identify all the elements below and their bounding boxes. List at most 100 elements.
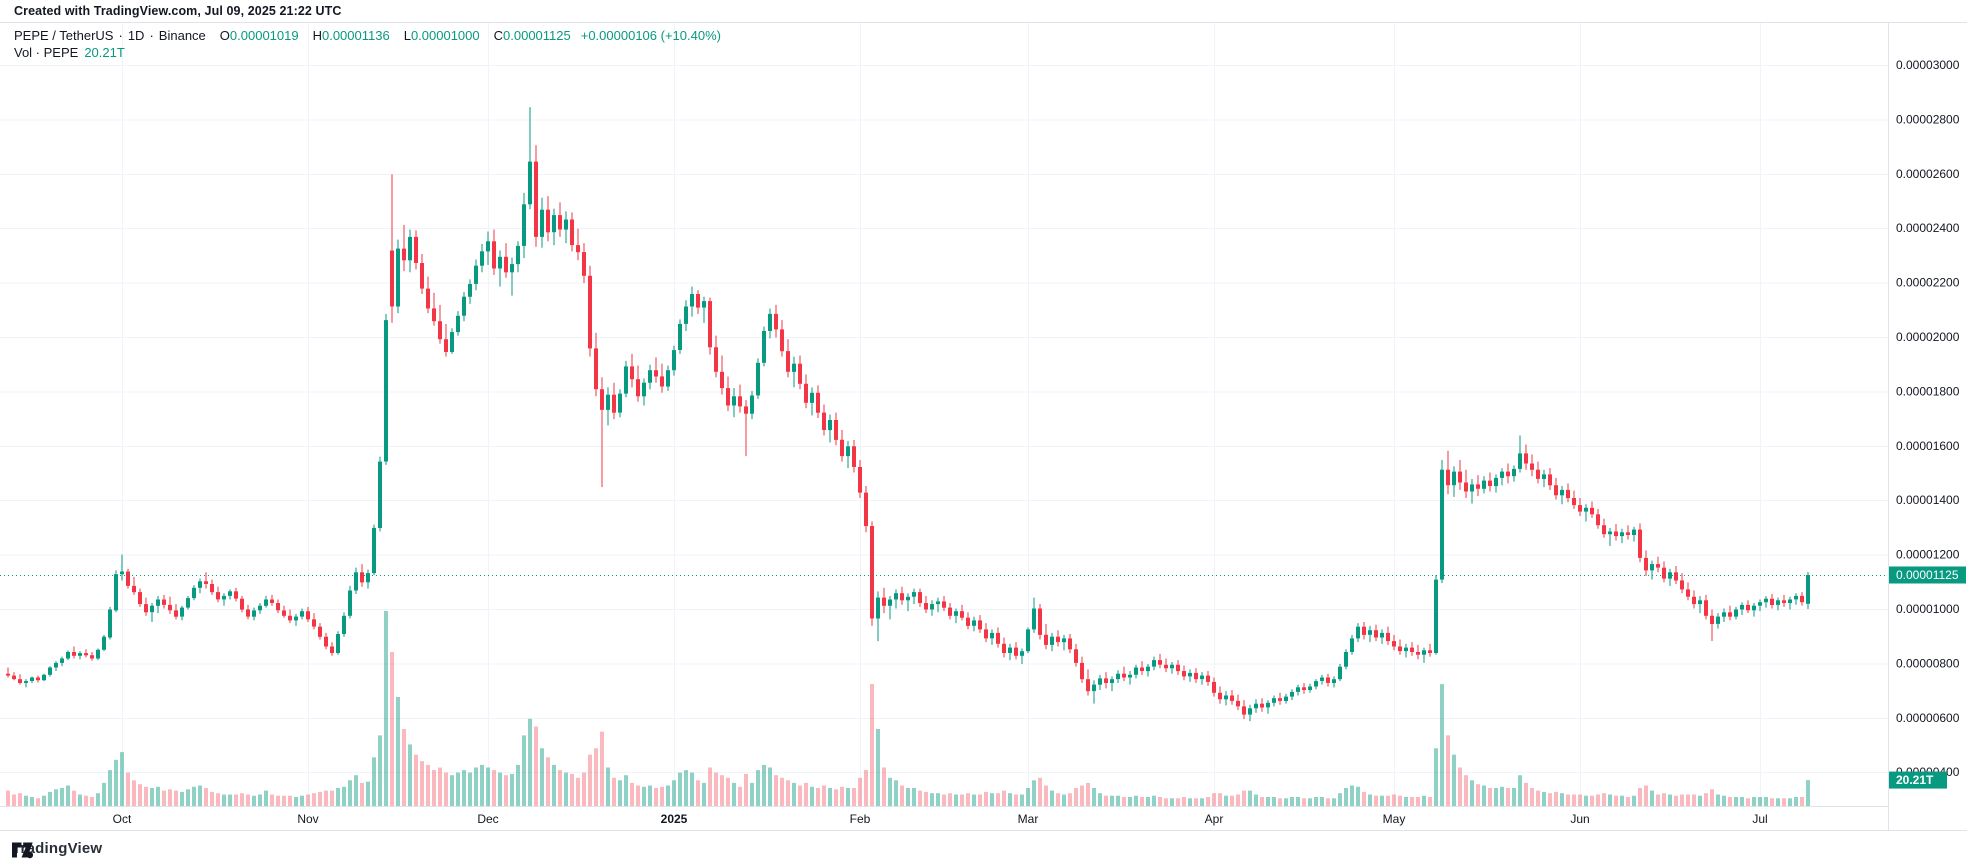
price-axis-label[interactable]: 0.00001400 bbox=[1896, 493, 1960, 507]
candle-body bbox=[282, 610, 286, 616]
volume-bar bbox=[840, 786, 844, 806]
candle-body bbox=[102, 636, 106, 650]
volume-bar bbox=[810, 786, 814, 806]
time-axis-label[interactable]: Apr bbox=[1205, 812, 1224, 826]
volume-bar bbox=[210, 791, 214, 806]
candle-body bbox=[1626, 532, 1630, 535]
candle-body bbox=[204, 581, 208, 584]
price-axis-label[interactable]: 0.00001000 bbox=[1896, 602, 1960, 616]
volume-bar bbox=[906, 788, 910, 806]
volume-bar bbox=[1338, 793, 1342, 806]
price-axis-label[interactable]: 0.00002800 bbox=[1896, 112, 1960, 126]
volume-bar bbox=[300, 795, 304, 806]
time-axis-label[interactable]: May bbox=[1383, 812, 1406, 826]
volume-bar bbox=[1290, 797, 1294, 806]
candle-body bbox=[1272, 698, 1276, 703]
volume-bar bbox=[1074, 788, 1078, 806]
price-axis-label[interactable]: 0.00000800 bbox=[1896, 656, 1960, 670]
candle-body bbox=[1122, 673, 1126, 678]
volume-bar bbox=[450, 775, 454, 806]
candle-body bbox=[1356, 626, 1360, 639]
volume-bar bbox=[1662, 793, 1666, 806]
volume-bar bbox=[540, 748, 544, 806]
volume-bar bbox=[1596, 794, 1600, 806]
candle-body bbox=[498, 256, 502, 269]
time-axis-label[interactable]: Feb bbox=[850, 812, 871, 826]
candle-body bbox=[1056, 636, 1060, 643]
time-axis-label[interactable]: Oct bbox=[113, 812, 132, 826]
volume-bar bbox=[1014, 794, 1018, 806]
volume-bar bbox=[336, 788, 340, 806]
candle-body bbox=[1350, 638, 1354, 652]
candle-body bbox=[1572, 498, 1576, 506]
candle-body bbox=[1218, 692, 1222, 700]
volume-bar bbox=[1326, 798, 1330, 806]
candle-body bbox=[180, 607, 184, 617]
volume-bar bbox=[630, 782, 634, 806]
volume-bar bbox=[150, 788, 154, 806]
candle-body bbox=[1152, 660, 1156, 667]
time-axis-label[interactable]: 2025 bbox=[661, 812, 688, 826]
time-axis-label[interactable]: Mar bbox=[1018, 812, 1039, 826]
price-axis-label[interactable]: 0.00000600 bbox=[1896, 711, 1960, 725]
volume-bar bbox=[1110, 795, 1114, 806]
candle-body bbox=[942, 601, 946, 608]
volume-bar bbox=[48, 791, 52, 806]
candle-body bbox=[840, 439, 844, 457]
candle-body bbox=[534, 161, 538, 237]
volume-label: Vol · PEPE bbox=[14, 45, 79, 60]
volume-bar bbox=[828, 788, 832, 806]
volume-bar bbox=[1032, 780, 1036, 806]
volume-bar bbox=[918, 790, 922, 806]
volume-bar bbox=[708, 767, 712, 806]
volume-bar bbox=[522, 735, 526, 806]
candle-body bbox=[1164, 664, 1168, 669]
volume-bar bbox=[738, 786, 742, 806]
volume-bar bbox=[1536, 790, 1540, 806]
price-axis-label[interactable]: 0.00002400 bbox=[1896, 221, 1960, 235]
candle-body bbox=[1716, 616, 1720, 624]
volume-bar bbox=[1428, 797, 1432, 806]
volume-bar bbox=[288, 795, 292, 806]
candle-body bbox=[162, 599, 166, 605]
time-axis-label[interactable]: Nov bbox=[297, 812, 318, 826]
candle-body bbox=[1002, 643, 1006, 653]
candle-body bbox=[744, 406, 748, 414]
last-volume-tag bbox=[1889, 771, 1947, 789]
candle-body bbox=[1080, 662, 1084, 680]
volume-bar bbox=[1254, 794, 1258, 806]
price-axis-label[interactable]: 0.00002000 bbox=[1896, 330, 1960, 344]
volume-bar bbox=[684, 770, 688, 806]
volume-value: 20.21T bbox=[84, 45, 125, 60]
volume-bar bbox=[822, 785, 826, 806]
time-axis-label[interactable]: Jul bbox=[1752, 812, 1767, 826]
candle-body bbox=[156, 599, 160, 606]
price-axis-label[interactable]: 0.00003000 bbox=[1896, 58, 1960, 72]
candle-body bbox=[1248, 708, 1252, 715]
price-axis-label[interactable]: 0.00002600 bbox=[1896, 167, 1960, 181]
candle-body bbox=[354, 572, 358, 591]
candle-body bbox=[1188, 672, 1192, 677]
volume-bar bbox=[504, 775, 508, 806]
time-axis-label[interactable]: Jun bbox=[1570, 812, 1589, 826]
candle-body bbox=[1254, 703, 1258, 709]
candle-body bbox=[1098, 678, 1102, 685]
volume-bar bbox=[1392, 794, 1396, 806]
candle-body bbox=[924, 603, 928, 610]
price-axis-label[interactable]: 0.00001200 bbox=[1896, 548, 1960, 562]
price-axis-label[interactable]: 0.00002200 bbox=[1896, 276, 1960, 290]
volume-bar bbox=[1026, 788, 1030, 806]
candle-body bbox=[1452, 471, 1456, 486]
time-axis-label[interactable]: Dec bbox=[477, 812, 498, 826]
price-axis-label[interactable]: 0.00001600 bbox=[1896, 439, 1960, 453]
volume-bar bbox=[408, 744, 412, 806]
volume-bar bbox=[1446, 735, 1450, 806]
volume-bar bbox=[1500, 786, 1504, 806]
candle-body bbox=[438, 321, 442, 340]
volume-bar bbox=[318, 791, 322, 806]
candle-body bbox=[450, 332, 454, 352]
price-axis-label[interactable]: 0.00001800 bbox=[1896, 384, 1960, 398]
volume-bar bbox=[1104, 795, 1108, 806]
candle-body bbox=[1680, 580, 1684, 590]
